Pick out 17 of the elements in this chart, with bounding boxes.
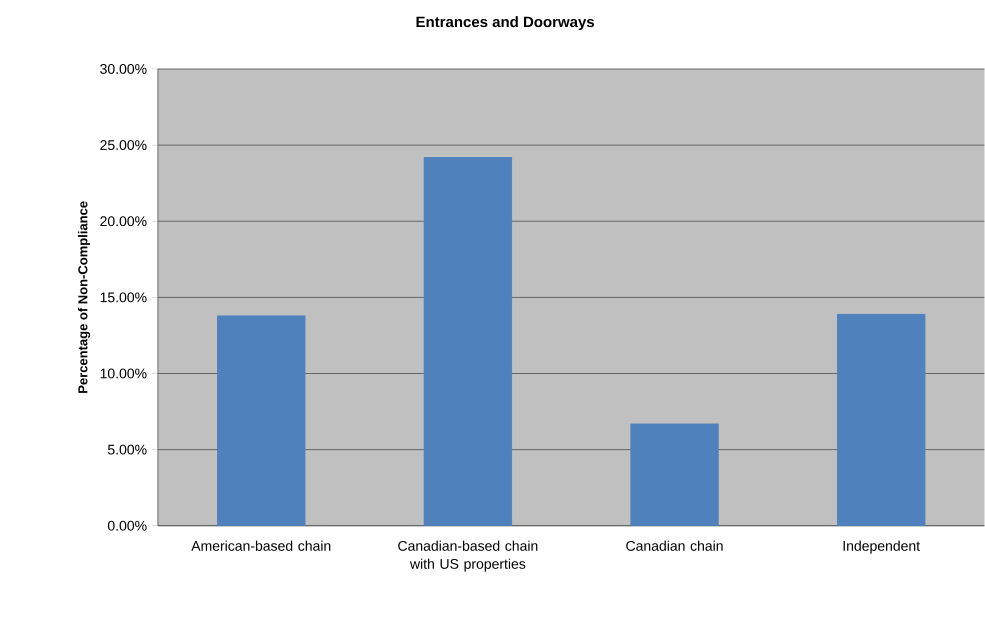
x-tick-label: American-based chain — [191, 540, 330, 552]
x-tick-label: Canadian-based chain with US properties — [398, 540, 538, 572]
chart-title: Entrances and Doorways — [416, 16, 594, 30]
x-tick-label: Canadian chain — [626, 540, 723, 552]
y-tick-label: 10.00% — [100, 368, 147, 379]
x-tick-label: Independent — [844, 540, 920, 554]
y-tick-label: 0.00% — [108, 520, 147, 531]
bar — [837, 314, 926, 526]
y-axis-title: Percentage of Non-Compliance — [78, 202, 90, 394]
bar — [217, 316, 306, 526]
y-tick-label: 20.00% — [100, 216, 147, 226]
y-tick-label: 25.00% — [100, 140, 147, 150]
bar — [424, 157, 512, 526]
y-tick-label: 5.00% — [108, 444, 147, 455]
y-tick-label: 15.00% — [100, 292, 147, 302]
bar — [630, 424, 719, 526]
y-tick-label: 30.00% — [100, 64, 147, 74]
